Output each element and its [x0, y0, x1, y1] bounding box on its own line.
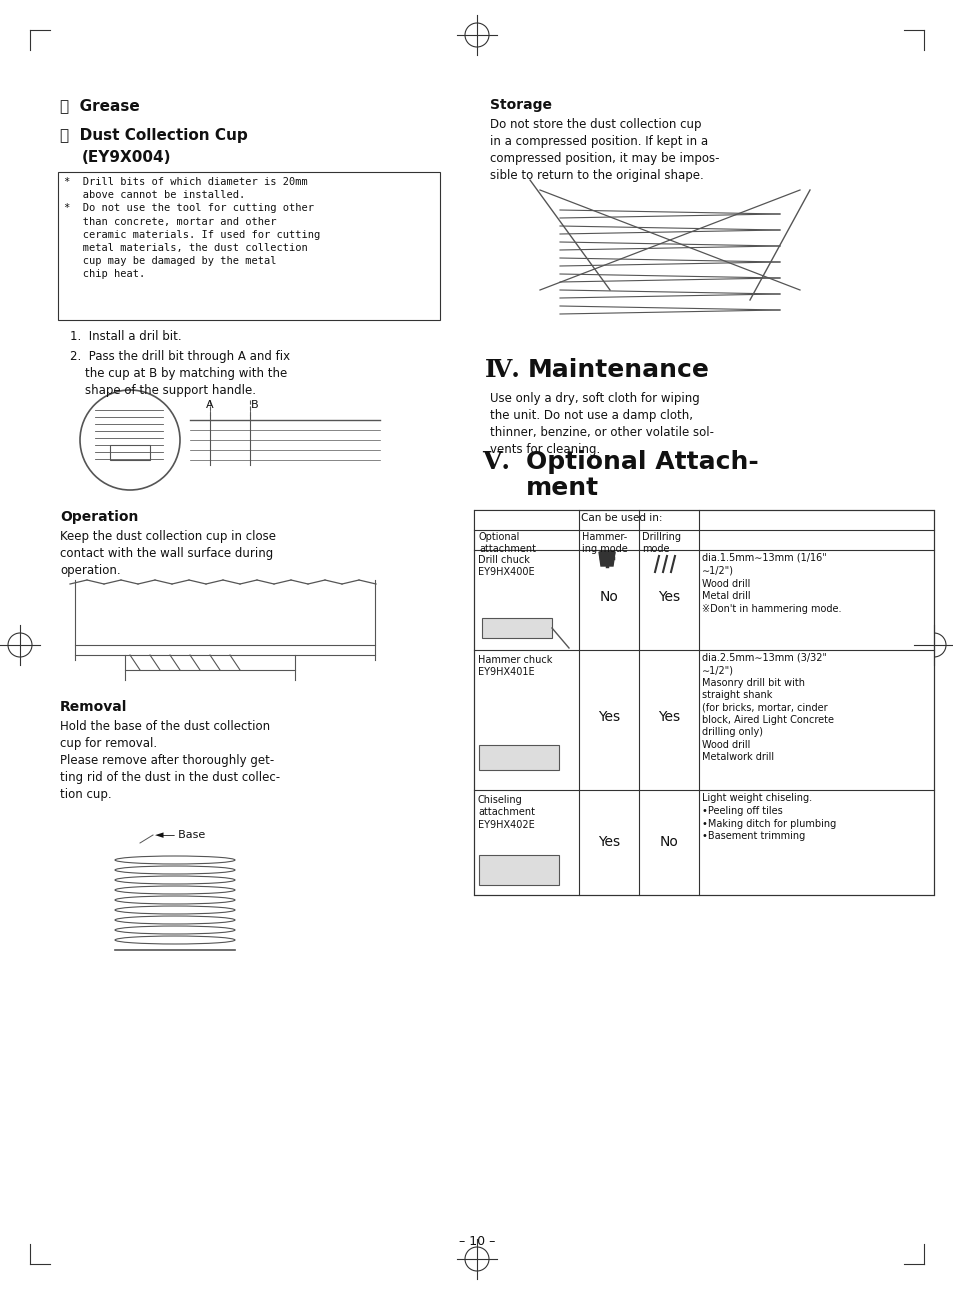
Text: Keep the dust collection cup in close
contact with the wall surface during
opera: Keep the dust collection cup in close co…: [60, 531, 275, 577]
Bar: [58, 172, 439, 320]
Text: No: No: [598, 590, 618, 604]
Text: Ⓚ  Grease: Ⓚ Grease: [60, 98, 139, 113]
Text: Drill chuck
EY9HX400E: Drill chuck EY9HX400E: [477, 555, 534, 577]
Text: Storage: Storage: [490, 98, 552, 113]
Text: Can be used in:: Can be used in:: [580, 512, 661, 523]
Text: Ⓛ  Dust Collection Cup: Ⓛ Dust Collection Cup: [60, 128, 248, 144]
Ellipse shape: [115, 857, 234, 864]
Text: ment: ment: [525, 476, 598, 499]
Ellipse shape: [115, 876, 234, 884]
Text: Optional
attachment: Optional attachment: [478, 532, 536, 554]
Text: Light weight chiseling.
•Peeling off tiles
•Making ditch for plumbing
•Basement : Light weight chiseling. •Peeling off til…: [701, 793, 836, 841]
Text: Yes: Yes: [598, 710, 619, 725]
Text: Operation: Operation: [60, 510, 138, 524]
Text: A: A: [206, 400, 213, 410]
Ellipse shape: [115, 906, 234, 914]
Bar: [478, 745, 558, 770]
Text: Yes: Yes: [598, 835, 619, 849]
Text: *  Drill bits of which diameter is 20mm
   above cannot be installed.
*  Do not : * Drill bits of which diameter is 20mm a…: [64, 177, 320, 280]
Ellipse shape: [115, 886, 234, 894]
Text: Optional Attach-: Optional Attach-: [525, 450, 758, 474]
Text: Do not store the dust collection cup
in a compressed position. If kept in a
comp: Do not store the dust collection cup in …: [490, 118, 719, 182]
Bar: [474, 510, 933, 895]
Bar: [474, 511, 578, 531]
Text: No: No: [659, 835, 678, 849]
Text: Maintenance: Maintenance: [527, 358, 709, 382]
Ellipse shape: [115, 927, 234, 934]
Text: Hammer chuck
EY9HX401E: Hammer chuck EY9HX401E: [477, 655, 552, 677]
Text: Yes: Yes: [658, 710, 679, 725]
Ellipse shape: [115, 916, 234, 924]
Text: Drillring
mode: Drillring mode: [641, 532, 680, 554]
Text: Ⅴ.: Ⅴ.: [481, 450, 510, 474]
Text: Use only a dry, soft cloth for wiping
the unit. Do not use a damp cloth,
thinner: Use only a dry, soft cloth for wiping th…: [490, 392, 713, 455]
Text: Ⅳ.: Ⅳ.: [484, 358, 520, 382]
Text: B: B: [251, 400, 258, 410]
Text: ◄― Base: ◄― Base: [154, 829, 205, 840]
Text: Yes: Yes: [658, 590, 679, 604]
Text: Chiseling
attachment
EY9HX402E: Chiseling attachment EY9HX402E: [477, 795, 535, 829]
Text: 1.  Install a dril bit.: 1. Install a dril bit.: [70, 330, 181, 343]
Text: dia.1.5mm∼13mm (1/16"
∼1/2")
Wood drill
Metal drill
※Don't in hammering mode.: dia.1.5mm∼13mm (1/16" ∼1/2") Wood drill …: [701, 553, 841, 615]
Text: – 10 –: – 10 –: [458, 1234, 495, 1247]
Bar: [110, 445, 150, 459]
Bar: [478, 855, 558, 885]
Ellipse shape: [115, 936, 234, 945]
Polygon shape: [598, 553, 615, 565]
Text: Removal: Removal: [60, 700, 128, 714]
Text: (EY9X004): (EY9X004): [82, 150, 172, 166]
Text: Hammer-
ing mode: Hammer- ing mode: [581, 532, 627, 554]
Text: dia.2.5mm∼13mm (3/32"
∼1/2")
Masonry drill bit with
straight shank
(for bricks, : dia.2.5mm∼13mm (3/32" ∼1/2") Masonry dri…: [701, 653, 833, 762]
Bar: [481, 619, 552, 638]
Ellipse shape: [115, 866, 234, 873]
Ellipse shape: [115, 895, 234, 905]
Text: 2.  Pass the drill bit through A and fix
    the cup at B by matching with the
 : 2. Pass the drill bit through A and fix …: [70, 349, 290, 397]
Text: Hold the base of the dust collection
cup for removal.
Please remove after thorou: Hold the base of the dust collection cup…: [60, 719, 280, 801]
